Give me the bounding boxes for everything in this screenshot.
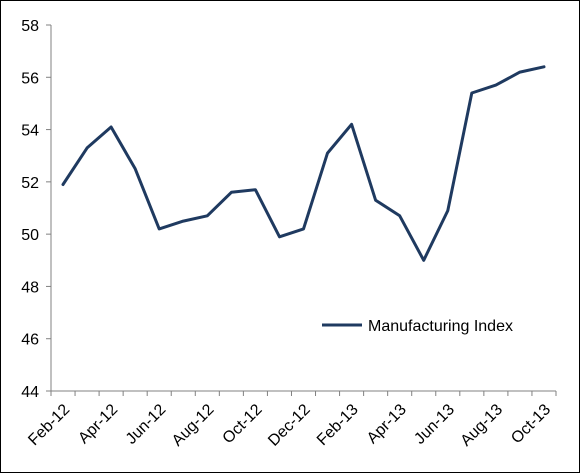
x-tick-label: Feb-12 [25, 401, 73, 449]
y-axis-ticks: 44 46 48 50 52 54 56 58 [21, 18, 51, 401]
x-tick-label: Feb-13 [314, 401, 362, 449]
legend: Manufacturing Index [322, 318, 513, 335]
y-tick-label: 56 [21, 70, 39, 87]
axes [50, 25, 556, 392]
y-tick-label: 52 [21, 175, 39, 192]
x-tick-label: Apr-12 [75, 401, 121, 447]
series-group [61, 65, 546, 262]
x-tick-label: Aug-13 [458, 401, 507, 450]
x-tick-label: Dec-12 [265, 401, 314, 450]
x-tick-label: Oct-12 [220, 401, 266, 447]
y-tick-label: 50 [21, 227, 39, 244]
x-tick-label: Jun-12 [123, 401, 170, 448]
series-line-manufacturing-index [61, 65, 546, 262]
x-tick-label: Aug-12 [169, 401, 218, 450]
y-tick-label: 58 [21, 18, 39, 35]
x-tick-label: Oct-13 [508, 401, 554, 447]
x-tick-label: Apr-13 [364, 401, 410, 447]
legend-label: Manufacturing Index [368, 318, 513, 335]
y-tick-label: 54 [21, 123, 39, 140]
y-tick-label: 44 [21, 384, 39, 401]
x-axis-ticks: Feb-12 Apr-12 Jun-12 Aug-12 Oct-12 Dec-12 Feb-… [25, 391, 557, 450]
y-tick-label: 46 [21, 332, 39, 349]
y-tick-label: 48 [21, 279, 39, 296]
x-tick-label: Jun-13 [411, 401, 458, 448]
